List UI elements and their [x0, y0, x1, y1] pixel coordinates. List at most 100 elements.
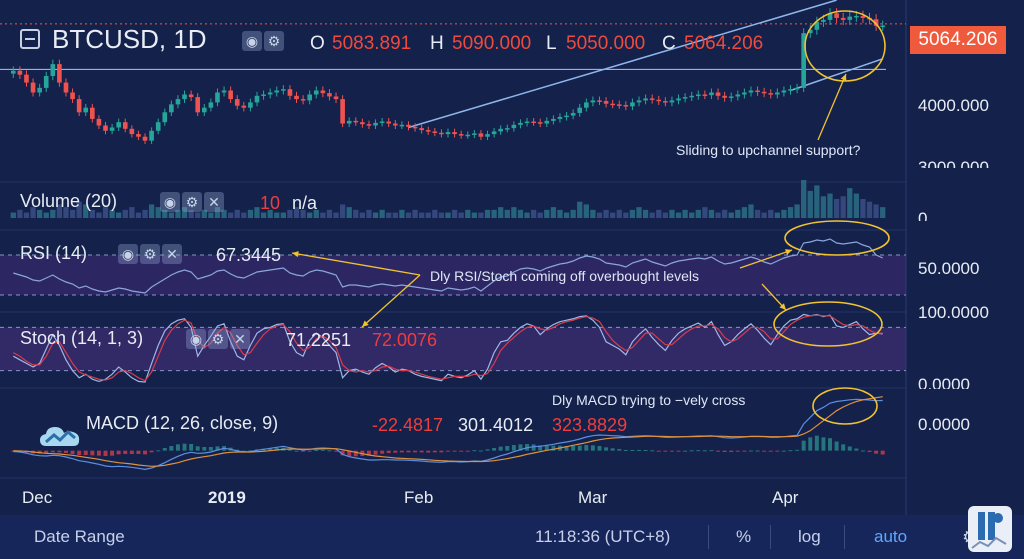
- volume-bar: [102, 207, 109, 218]
- macd-histogram-bar: [801, 440, 806, 451]
- macd-histogram-bar: [320, 449, 325, 451]
- volume-bar: [63, 207, 69, 218]
- macd-histogram-bar: [577, 445, 582, 451]
- volume-bar: [208, 212, 214, 218]
- volume-bar: [241, 212, 247, 218]
- rsi-pane-title: RSI (14): [20, 243, 88, 263]
- volume-bar: [129, 207, 135, 218]
- volume-bar: [280, 212, 286, 218]
- price-pane-icons[interactable]: ◉ ⚙: [242, 31, 284, 51]
- ohlc-open-value: 5083.891: [332, 33, 412, 54]
- macd-histogram-bar: [735, 450, 740, 452]
- candle: [267, 92, 273, 95]
- candle: [702, 94, 708, 96]
- gear-icon[interactable]: ⚙: [182, 192, 202, 212]
- volume-axis-tick-0: 0: [918, 209, 928, 221]
- stoch-pane-icons[interactable]: ◉ ⚙ ✕: [186, 329, 250, 349]
- candle: [399, 124, 405, 127]
- volume-bar: [392, 212, 398, 218]
- volume-bar: [623, 212, 629, 218]
- ohlc-low-value: 5050.000: [566, 33, 646, 54]
- percent-scale-button[interactable]: %: [736, 527, 752, 546]
- candle: [491, 131, 497, 135]
- candle: [524, 121, 530, 124]
- volume-bar: [326, 209, 333, 218]
- macd-histogram-bar: [498, 446, 503, 451]
- macd-histogram-bar: [564, 446, 569, 451]
- candle: [340, 99, 345, 124]
- candle: [313, 90, 319, 95]
- volume-bar: [465, 209, 471, 218]
- auto-scale-button[interactable]: auto: [874, 527, 908, 546]
- candle: [584, 102, 589, 108]
- date-range-button[interactable]: Date Range: [34, 527, 125, 546]
- symbol-collapse-icon[interactable]: [20, 29, 40, 49]
- volume-bar: [287, 209, 293, 218]
- candle: [465, 134, 471, 137]
- macd-histogram-bar: [294, 450, 299, 452]
- gear-icon[interactable]: ⚙: [140, 244, 160, 264]
- macd-histogram-bar: [44, 450, 49, 454]
- clock-timezone[interactable]: 11:18:36 (UTC+8): [535, 527, 671, 546]
- close-icon[interactable]: ✕: [230, 329, 250, 349]
- volume-bar: [17, 209, 23, 218]
- macd-histogram-bar: [590, 445, 595, 451]
- macd-histogram-bar: [781, 450, 786, 452]
- stoch-d-line: [13, 314, 883, 382]
- volume-bar: [583, 204, 589, 218]
- macd-histogram-bar: [492, 448, 497, 451]
- volume-bar: [570, 209, 576, 218]
- rsi-pane-icons[interactable]: ◉ ⚙ ✕: [118, 244, 182, 264]
- macd-histogram-bar: [175, 444, 180, 451]
- candle: [498, 128, 503, 132]
- volume-bar: [629, 209, 636, 218]
- candle: [182, 94, 187, 100]
- candle: [603, 101, 609, 104]
- candle: [327, 93, 332, 97]
- watermark-logo-icon: [968, 506, 1012, 552]
- macd-histogram-bar: [241, 450, 246, 452]
- macd-histogram-bar: [742, 450, 747, 452]
- volume-pane-icons[interactable]: ◉ ⚙ ✕: [160, 192, 224, 212]
- candle: [353, 120, 359, 123]
- macd-histogram-bar: [683, 450, 688, 452]
- volume-bar: [339, 204, 346, 218]
- macd-histogram-bar: [669, 450, 674, 452]
- macd-histogram-bar: [301, 450, 306, 452]
- eye-icon[interactable]: ◉: [186, 329, 206, 349]
- stoch-pane-title: Stoch (14, 1, 3): [20, 328, 144, 348]
- macd-histogram-bar: [472, 450, 477, 452]
- candle: [366, 124, 372, 126]
- volume-bar: [116, 212, 122, 218]
- macd-histogram-bar: [722, 450, 727, 452]
- candle: [748, 90, 754, 93]
- chart-canvas[interactable]: [0, 0, 1024, 515]
- candle: [287, 89, 293, 96]
- macd-histogram-bar: [446, 450, 450, 452]
- macd-histogram-bar: [808, 437, 813, 451]
- macd-histogram-bar: [202, 447, 207, 451]
- eye-icon[interactable]: ◉: [242, 31, 262, 51]
- log-scale-button[interactable]: log: [798, 527, 821, 546]
- macd-histogram-bar: [83, 450, 88, 455]
- macd-histogram-bar: [347, 450, 352, 457]
- volume-bar: [142, 209, 148, 218]
- close-icon[interactable]: ✕: [204, 192, 224, 212]
- candle: [208, 102, 214, 108]
- eye-icon[interactable]: ◉: [160, 192, 180, 212]
- gear-icon[interactable]: ⚙: [208, 329, 228, 349]
- candle: [57, 64, 62, 83]
- gear-icon[interactable]: ⚙: [264, 31, 284, 51]
- close-icon[interactable]: ✕: [162, 244, 182, 264]
- volume-bar: [438, 212, 445, 218]
- volume-bar: [346, 207, 352, 218]
- macd-histogram-bar: [70, 450, 75, 454]
- eye-icon[interactable]: ◉: [118, 244, 138, 264]
- candle: [458, 134, 464, 136]
- candle: [478, 133, 484, 137]
- ohlc-low-label: L: [546, 33, 557, 54]
- candle: [425, 130, 431, 132]
- macd-histogram-bar: [709, 450, 714, 452]
- volume-bar: [721, 209, 728, 218]
- macd-histogram-bar: [353, 450, 358, 457]
